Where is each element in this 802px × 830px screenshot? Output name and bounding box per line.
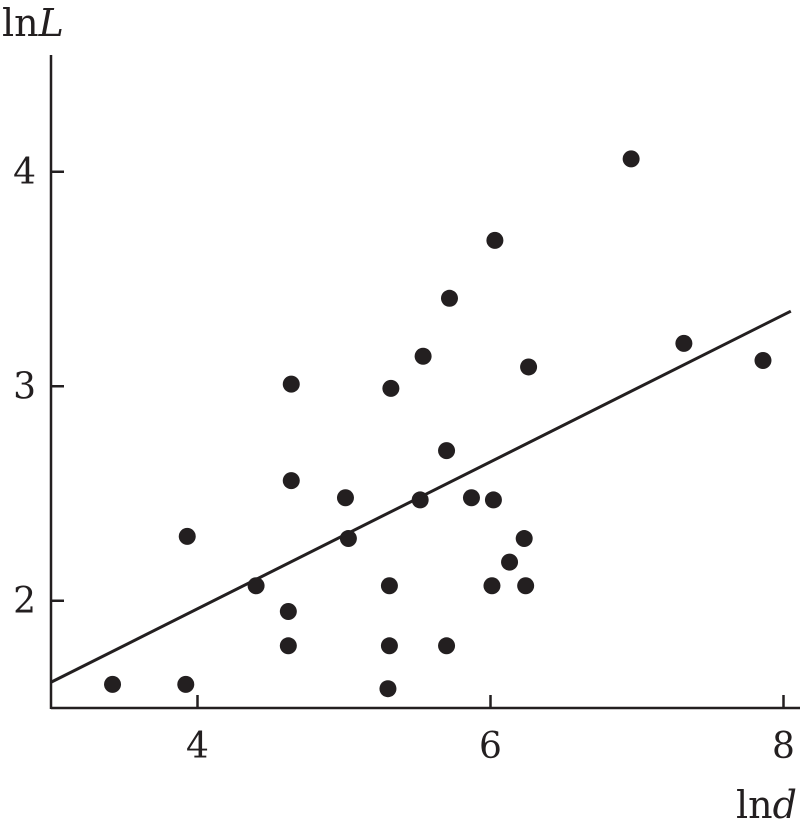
data-point (380, 637, 398, 655)
trendline-group (50, 309, 792, 684)
data-point (483, 577, 501, 595)
data-point (178, 527, 196, 545)
data-point (380, 577, 398, 595)
data-point (282, 375, 300, 393)
trendline (50, 309, 792, 684)
data-point (104, 675, 122, 693)
y-tick-label: 3 (13, 366, 36, 407)
data-point (622, 150, 640, 168)
data-point (517, 577, 535, 595)
data-point (486, 231, 504, 249)
data-point (515, 530, 533, 548)
data-point (520, 358, 538, 376)
y-tick-label: 2 (13, 581, 36, 622)
x-tick-label: 4 (186, 726, 209, 767)
data-point (379, 680, 397, 698)
data-point (440, 289, 458, 307)
data-point (382, 379, 400, 397)
data-point (279, 602, 297, 620)
data-point (462, 489, 480, 507)
data-point (336, 489, 354, 507)
data-point (414, 347, 432, 365)
data-point (438, 637, 456, 655)
data-point (438, 442, 456, 460)
data-point (501, 553, 519, 571)
x-axis: 4 6 8 (51, 695, 800, 767)
data-point (177, 675, 195, 693)
x-axis-title: lnd (736, 783, 797, 827)
data-point (484, 491, 502, 509)
y-tick-label: 4 (13, 152, 36, 193)
data-point (754, 352, 772, 370)
y-axis: 2 3 4 (13, 55, 64, 709)
data-point (675, 334, 693, 352)
data-point (282, 472, 300, 490)
x-tick-label: 6 (479, 726, 502, 767)
x-tick-label: 8 (772, 726, 795, 767)
data-point (279, 637, 297, 655)
data-points (104, 150, 772, 698)
y-axis-title: lnL (2, 1, 64, 45)
